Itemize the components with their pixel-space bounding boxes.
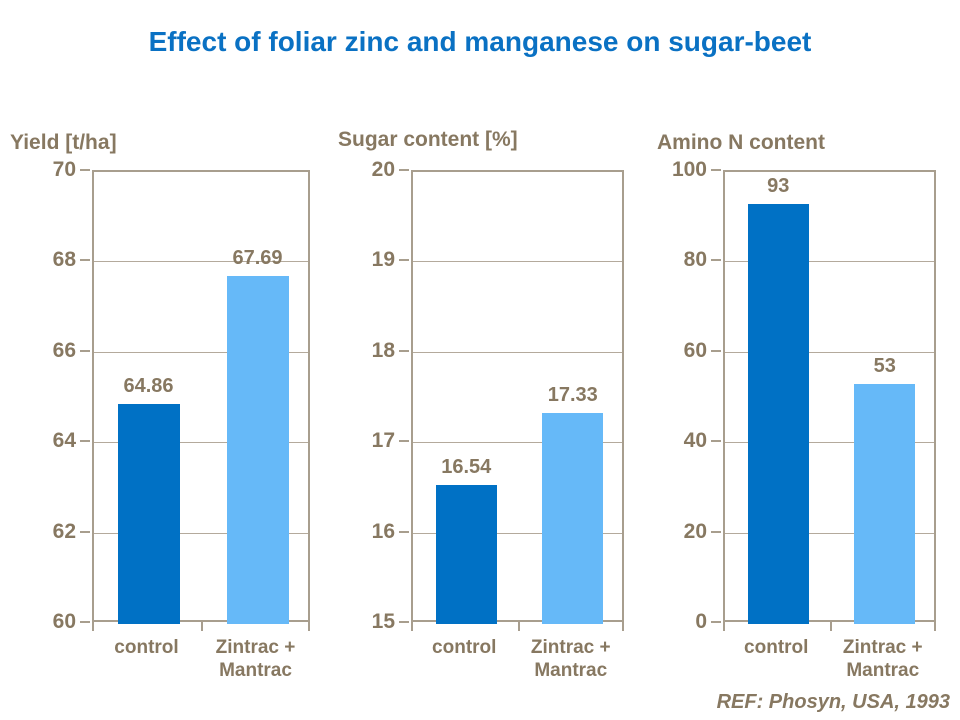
x-axis-category-label: Zintrac + Mantrac: [842, 637, 923, 681]
y-axis-tick-label: 16: [371, 519, 395, 543]
x-axis-tick-mark: [201, 622, 203, 631]
y-axis-tick-label: 80: [683, 248, 707, 272]
y-axis-tick-label: 0: [695, 610, 707, 633]
bar-value-label: 16.54: [441, 455, 492, 478]
y-axis-tick-mark: [711, 259, 721, 262]
x-axis-tick-mark: [308, 622, 310, 631]
chart-yield: Yield [t/ha] 64.86 67.69 60 62 64 66 68 70 contro…: [10, 131, 310, 681]
gridline: [94, 532, 308, 534]
y-axis-tick-mark: [80, 621, 90, 623]
gridline: [413, 261, 622, 263]
x-axis-category-label: control: [114, 637, 179, 658]
y-axis-tick-mark: [711, 169, 721, 171]
y-axis-tick-label: 100: [671, 158, 707, 181]
chart-title: Amino N content: [657, 131, 825, 154]
page-title: Effect of foliar zinc and manganese on s…: [148, 26, 812, 57]
chart-title: Sugar content [%]: [338, 128, 518, 151]
y-axis-tick-mark: [80, 440, 90, 443]
plot-area: 93 53: [723, 170, 936, 624]
y-axis-tick-mark: [80, 530, 90, 533]
y-axis-tick-mark: [711, 440, 721, 443]
bar-control: [118, 404, 180, 624]
y-axis-tick-label: 15: [371, 610, 395, 633]
y-axis-tick-mark: [399, 621, 409, 623]
x-axis-category-label: control: [432, 637, 497, 658]
y-axis-tick-mark: [399, 440, 409, 443]
chart-sugar-content: Sugar content [%] 16.54 17.33 15 16 17 18 19 20 c…: [338, 128, 624, 681]
bar-control: [748, 203, 809, 624]
gridline: [413, 442, 622, 444]
bar-value-label: 67.69: [232, 247, 283, 270]
gridline: [413, 532, 622, 534]
x-axis-tick-mark: [723, 622, 725, 631]
x-axis-tick-mark: [92, 622, 94, 631]
gridline: [725, 442, 934, 444]
bar-zintrac-mantrac: [227, 276, 289, 624]
y-axis-tick-label: 20: [683, 519, 707, 543]
y-axis-tick-label: 66: [52, 338, 76, 362]
y-axis-tick-mark: [399, 530, 409, 533]
y-axis-tick-label: 60: [683, 338, 707, 362]
y-axis-tick-label: 40: [683, 429, 707, 453]
y-axis-tick-mark: [399, 349, 409, 352]
y-axis-tick-label: 17: [371, 429, 395, 453]
y-axis-tick-label: 68: [52, 248, 76, 272]
x-axis-category-label: Zintrac + Mantrac: [530, 637, 611, 681]
gridline: [725, 261, 934, 263]
reference-text: REF: Phosyn, USA, 1993: [716, 691, 950, 713]
y-axis-tick-mark: [80, 169, 90, 171]
x-axis-tick-mark: [622, 622, 624, 631]
plot-area: 16.54 17.33: [411, 170, 624, 624]
y-axis-tick-label: 70: [52, 158, 76, 181]
y-axis-tick-mark: [711, 349, 721, 352]
bar-control: [436, 484, 497, 624]
bar-zintrac-mantrac: [542, 413, 603, 624]
y-axis-tick-mark: [80, 259, 90, 262]
bar-value-label: 17.33: [547, 384, 598, 407]
y-axis-tick-label: 60: [52, 610, 76, 633]
gridline: [725, 532, 934, 534]
x-axis-tick-mark: [518, 622, 520, 631]
gridline: [94, 261, 308, 263]
y-axis-tick-label: 64: [52, 429, 76, 453]
bar-zintrac-mantrac: [854, 384, 915, 624]
y-axis-tick-label: 18: [371, 338, 395, 362]
y-axis-tick-mark: [80, 349, 90, 352]
y-axis-tick-label: 19: [371, 248, 395, 272]
x-axis-tick-mark: [934, 622, 936, 631]
bar-value-label: 93: [767, 174, 790, 197]
gridline: [413, 351, 622, 353]
y-axis-tick-mark: [399, 169, 409, 171]
x-axis-tick-mark: [411, 622, 413, 631]
x-axis-tick-mark: [830, 622, 832, 631]
x-axis-category-label: Zintrac + Mantrac: [215, 637, 296, 681]
y-axis-tick-mark: [711, 621, 721, 623]
bar-value-label: 64.86: [123, 375, 174, 398]
bar-value-label: 53: [873, 355, 896, 378]
x-axis-category-label: control: [744, 637, 809, 658]
y-axis-tick-label: 62: [52, 519, 76, 543]
chart-title: Yield [t/ha]: [10, 131, 117, 154]
y-axis-tick-mark: [399, 259, 409, 262]
gridline: [94, 442, 308, 444]
gridline: [725, 351, 934, 353]
gridline: [94, 351, 308, 353]
y-axis-tick-mark: [711, 530, 721, 533]
chart-amino-n-content: Amino N content 93 53 0 20 40 60 80 100 control Zi…: [657, 131, 936, 681]
plot-area: 64.86 67.69: [92, 170, 310, 624]
y-axis-tick-label: 20: [371, 158, 395, 181]
